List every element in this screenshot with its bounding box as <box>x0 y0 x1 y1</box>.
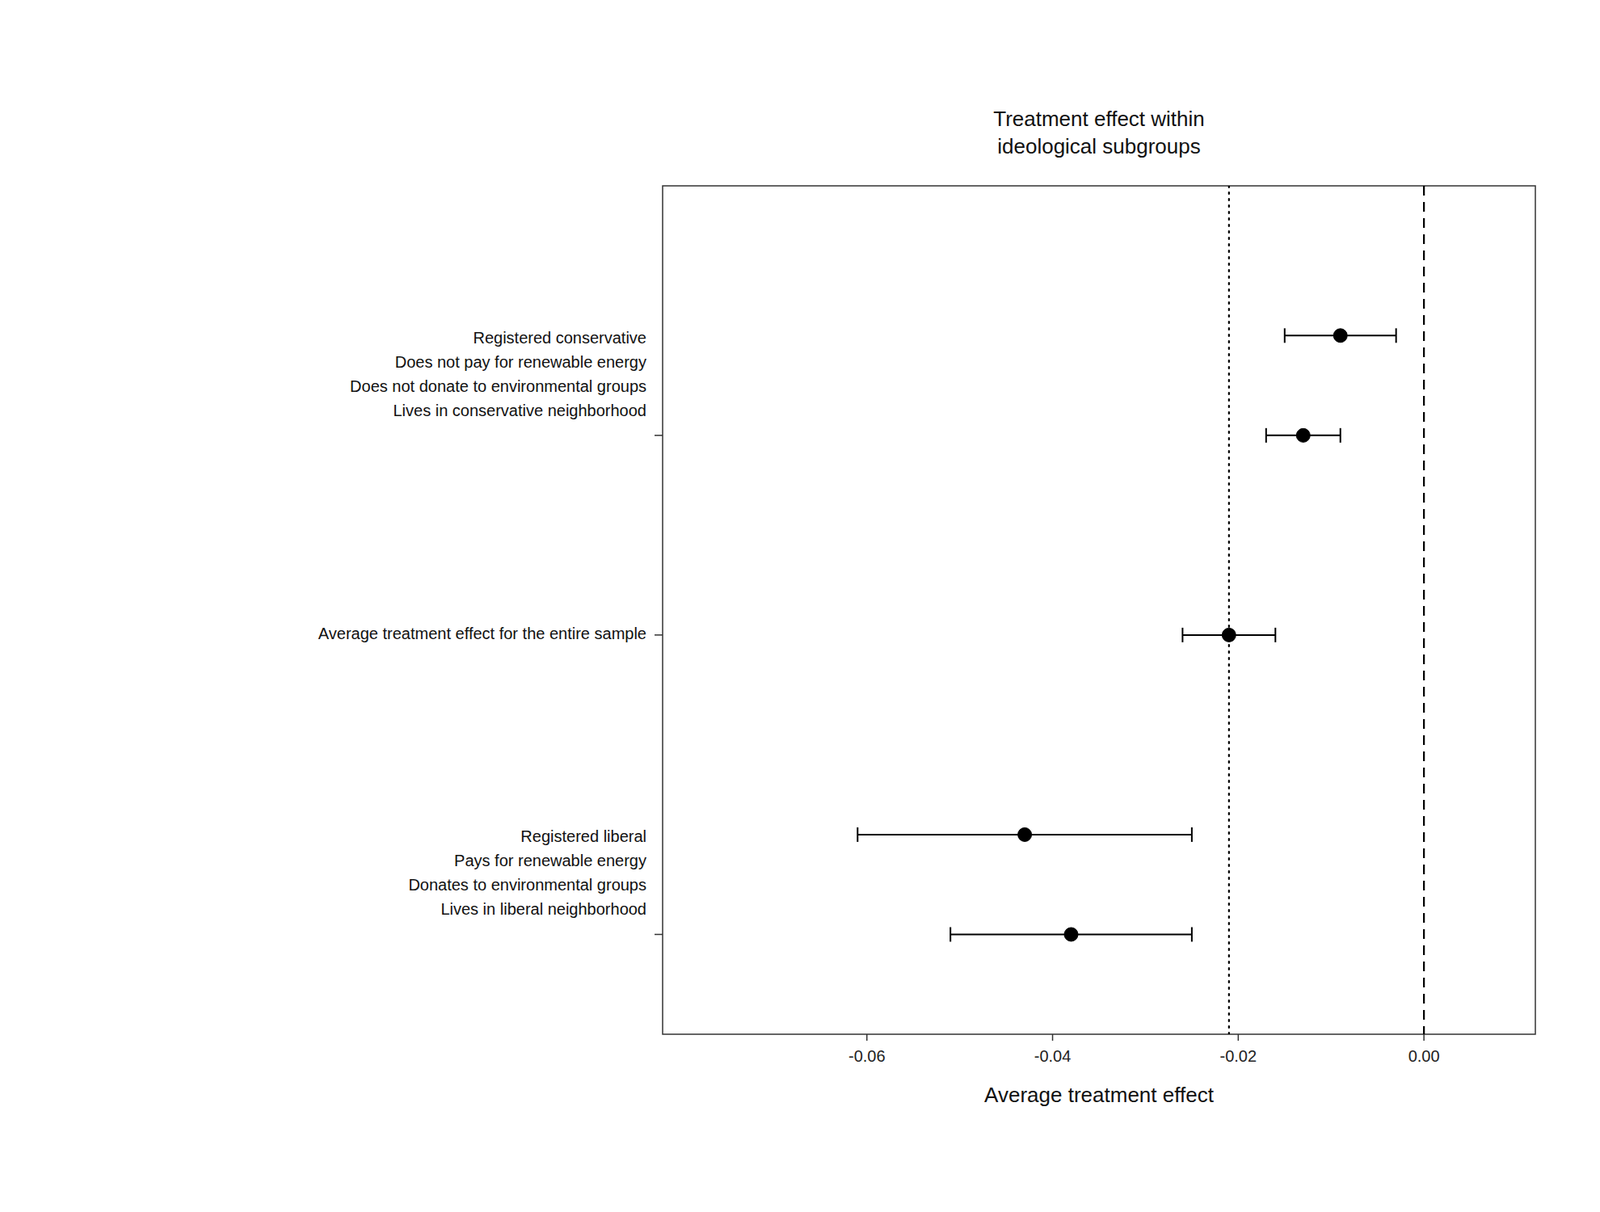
plot-data <box>857 185 1424 1035</box>
errorbar-point <box>1284 328 1397 343</box>
x-ticks: -0.06 -0.04 -0.02 0.00 <box>848 1034 1440 1066</box>
point <box>1333 328 1348 343</box>
group-label: Registered conservative Does not pay for … <box>349 328 647 420</box>
x-tick-label: -0.06 <box>848 1047 886 1066</box>
error-cap-high <box>1191 827 1193 843</box>
plot-frame <box>662 185 1536 1035</box>
y-ticks <box>654 435 663 935</box>
error-cap-low <box>1284 328 1286 343</box>
error-cap-high <box>1274 627 1276 643</box>
y-tick <box>654 434 663 437</box>
x-tick <box>866 1034 868 1041</box>
error-cap-low <box>1265 428 1268 443</box>
point <box>1064 927 1078 942</box>
chart-svg: -0.06 -0.04 -0.02 0.00 Registered conservati… <box>0 0 1600 1212</box>
error-cap-low <box>1181 627 1184 643</box>
errorbar-point <box>1182 627 1276 643</box>
group-label: Average treatment effect for the entire … <box>318 624 647 643</box>
x-axis-label: Average treatment effect <box>984 1082 1215 1108</box>
text-line: Lives in liberal neighborhood <box>440 901 647 919</box>
error-cap-high <box>1395 328 1398 343</box>
x-tick <box>1423 1034 1425 1041</box>
errorbar-point <box>1266 428 1341 443</box>
error-cap-high <box>1191 926 1193 942</box>
text-line: Does not donate to environmental groups <box>349 377 647 396</box>
error-cap-high <box>1339 428 1342 443</box>
text-line: Treatment effect within <box>993 106 1205 131</box>
chart-title: Treatment effect within ideological subgr… <box>993 106 1205 159</box>
group-label: Registered liberal Pays for renewable ene… <box>408 828 647 919</box>
point <box>1296 428 1310 443</box>
y-tick <box>654 934 663 936</box>
errorbar-point <box>857 827 1192 843</box>
errorbar-point <box>950 926 1192 942</box>
x-tick-label: 0.00 <box>1408 1047 1440 1066</box>
x-tick-label: -0.04 <box>1034 1047 1072 1066</box>
text-line: Lives in conservative neighborhood <box>392 401 647 420</box>
text-line: Registered conservative <box>472 328 647 347</box>
x-tick <box>1052 1034 1054 1041</box>
reference-line <box>1228 185 1230 1035</box>
text-line: Pays for renewable energy <box>454 852 647 871</box>
text-line: Registered liberal <box>520 828 647 847</box>
text-line: Donates to environmental groups <box>408 876 647 895</box>
chart-container: -0.06 -0.04 -0.02 0.00 Registered conservati… <box>0 0 1600 1212</box>
text-line: Does not pay for renewable energy <box>395 353 647 371</box>
x-tick-label: -0.02 <box>1220 1047 1258 1066</box>
point <box>1018 827 1032 842</box>
annotations: Registered conservative Does not pay for … <box>318 328 647 919</box>
y-tick <box>654 634 663 636</box>
text-line: ideological subgroups <box>997 134 1201 159</box>
error-cap-low <box>949 926 952 942</box>
reference-line <box>1423 185 1425 1035</box>
error-cap-low <box>856 827 859 843</box>
text-line: Average treatment effect for the entire … <box>318 624 647 643</box>
x-tick <box>1237 1034 1240 1041</box>
point <box>1221 627 1236 642</box>
